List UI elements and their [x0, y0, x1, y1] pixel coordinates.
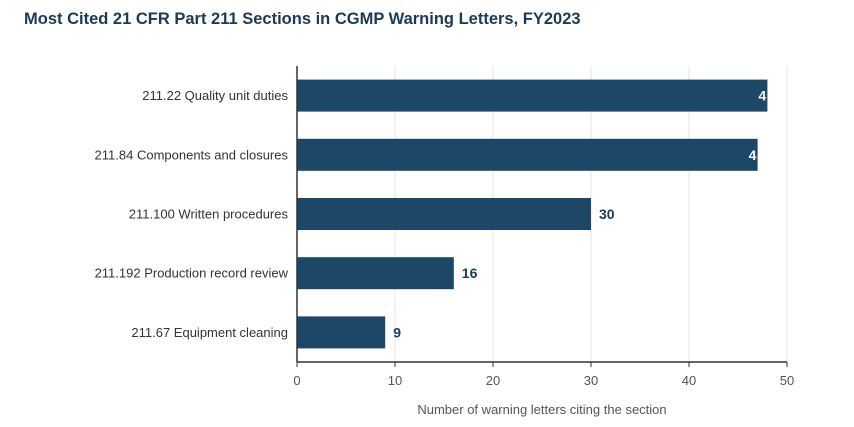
bar — [297, 198, 591, 230]
x-tick-label: 50 — [780, 373, 794, 388]
x-tick-labels: 0 10 20 30 40 50 — [293, 362, 794, 388]
x-axis-label: Number of warning letters citing the sec… — [417, 402, 666, 417]
category-label: 211.22 Quality unit duties — [142, 88, 288, 103]
bar — [297, 257, 454, 290]
x-tick-label: 40 — [682, 373, 696, 388]
category-label: 211.192 Production record review — [95, 266, 289, 281]
bar — [297, 138, 758, 171]
category-labels: 211.22 Quality unit duties 211.84 Compone… — [95, 88, 289, 340]
chart-title: Most Cited 21 CFR Part 211 Sections in C… — [24, 10, 581, 28]
value-label: 16 — [462, 265, 478, 281]
value-label: 30 — [599, 206, 615, 222]
x-tick-label: 30 — [584, 373, 598, 388]
x-tick-label: 0 — [293, 373, 300, 388]
bar — [297, 79, 768, 112]
x-tick-label: 10 — [388, 373, 402, 388]
x-tick-label: 20 — [486, 373, 500, 388]
category-label: 211.84 Components and closures — [95, 147, 289, 162]
category-label: 211.67 Equipment cleaning — [131, 325, 288, 340]
bar — [297, 316, 386, 349]
bars — [297, 79, 768, 349]
value-label: 4 — [749, 147, 757, 163]
axes — [296, 66, 787, 363]
value-label: 9 — [393, 324, 401, 340]
category-label: 211.100 Written procedures — [129, 207, 289, 222]
value-label: 4 — [758, 88, 766, 104]
